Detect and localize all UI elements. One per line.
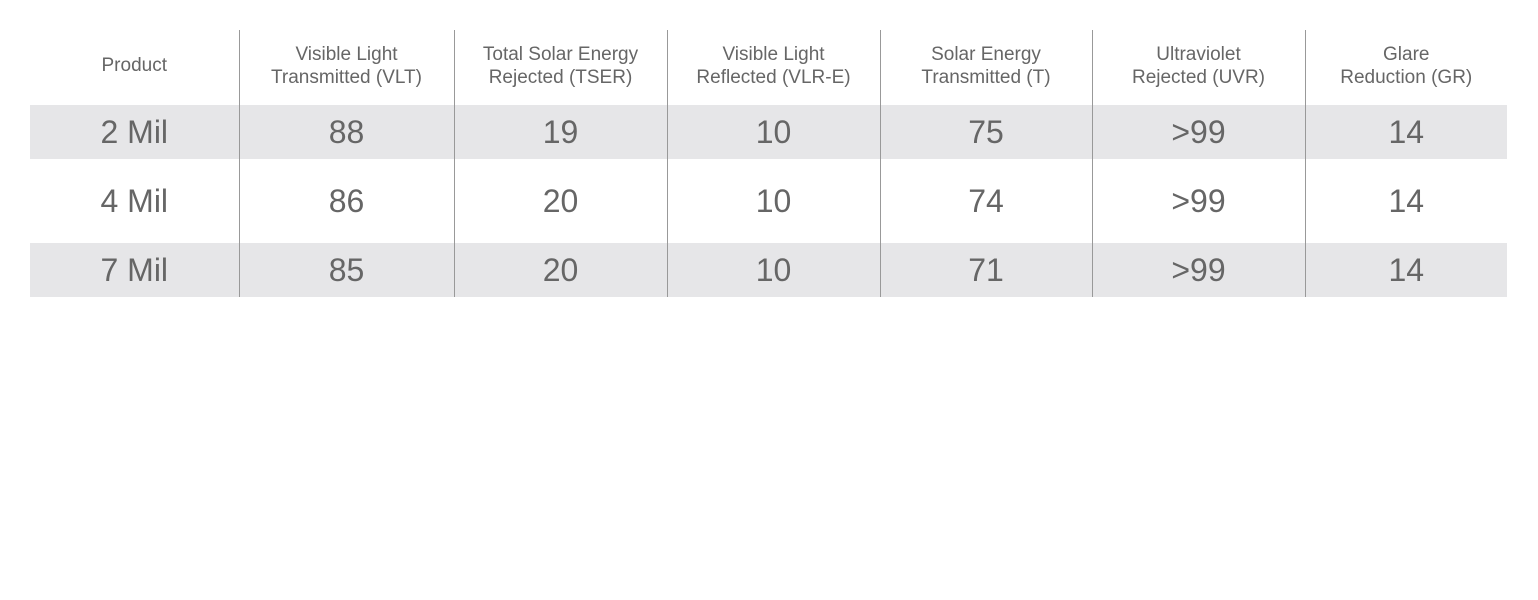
header-line: Transmitted (VLT) (271, 66, 422, 88)
column-header: Glare Reduction (GR) (1304, 30, 1507, 105)
column-header: Total Solar Energy Rejected (TSER) (453, 30, 667, 105)
header-line: Transmitted (T) (921, 66, 1051, 88)
header-line: Rejected (TSER) (488, 66, 633, 88)
header-line: Total Solar Energy (482, 43, 639, 65)
value-cell: 10 (666, 105, 880, 159)
header-line: Rejected (UVR) (1131, 66, 1266, 88)
value-cell: 10 (666, 243, 880, 297)
value-cell: 20 (453, 243, 667, 297)
table-row: 4 Mil 86 20 10 74 >99 14 (30, 159, 1507, 243)
value-cell: >99 (1091, 159, 1305, 243)
header-line: Solar Energy (931, 43, 1041, 65)
value-cell: 85 (238, 243, 454, 297)
value-cell: 10 (666, 159, 880, 243)
value-cell: 14 (1304, 105, 1507, 159)
value-cell: 20 (453, 159, 667, 243)
value-cell: 74 (879, 159, 1092, 243)
column-header: Visible Light Reflected (VLR-E) (666, 30, 880, 105)
column-header: Solar Energy Transmitted (T) (879, 30, 1092, 105)
product-cell: 2 Mil (30, 105, 239, 159)
header-line: Ultraviolet (1156, 43, 1241, 65)
product-cell: 7 Mil (30, 243, 239, 297)
table-body: 2 Mil 88 19 10 75 >99 14 4 Mil 86 20 10 74 >99 14 7 Mi… (30, 105, 1507, 297)
table-row: 2 Mil 88 19 10 75 >99 14 (30, 105, 1507, 159)
value-cell: >99 (1091, 105, 1305, 159)
table-head: Product Visible Light Transmitted (VLT) Tot… (30, 30, 1507, 105)
value-cell: 75 (879, 105, 1092, 159)
value-cell: 86 (238, 159, 454, 243)
value-cell: 88 (238, 105, 454, 159)
value-cell: 14 (1304, 159, 1507, 243)
table-row: 7 Mil 85 20 10 71 >99 14 (30, 243, 1507, 297)
header-line: Reduction (GR) (1340, 66, 1473, 88)
header-line: Reflected (VLR-E) (696, 66, 851, 88)
column-header: Product (30, 30, 239, 105)
header-line: Visible Light (722, 43, 825, 65)
header-line: Product (101, 55, 167, 76)
value-cell: >99 (1091, 243, 1305, 297)
header-line: Glare (1383, 43, 1430, 65)
value-cell: 71 (879, 243, 1092, 297)
spec-table: Product Visible Light Transmitted (VLT) Tot… (30, 30, 1507, 297)
value-cell: 14 (1304, 243, 1507, 297)
value-cell: 19 (453, 105, 667, 159)
product-cell: 4 Mil (100, 182, 169, 219)
column-header: Ultraviolet Rejected (UVR) (1091, 30, 1305, 105)
column-header: Visible Light Transmitted (VLT) (238, 30, 454, 105)
header-line: Visible Light (295, 43, 398, 65)
header-row: Product Visible Light Transmitted (VLT) Tot… (30, 30, 1507, 105)
